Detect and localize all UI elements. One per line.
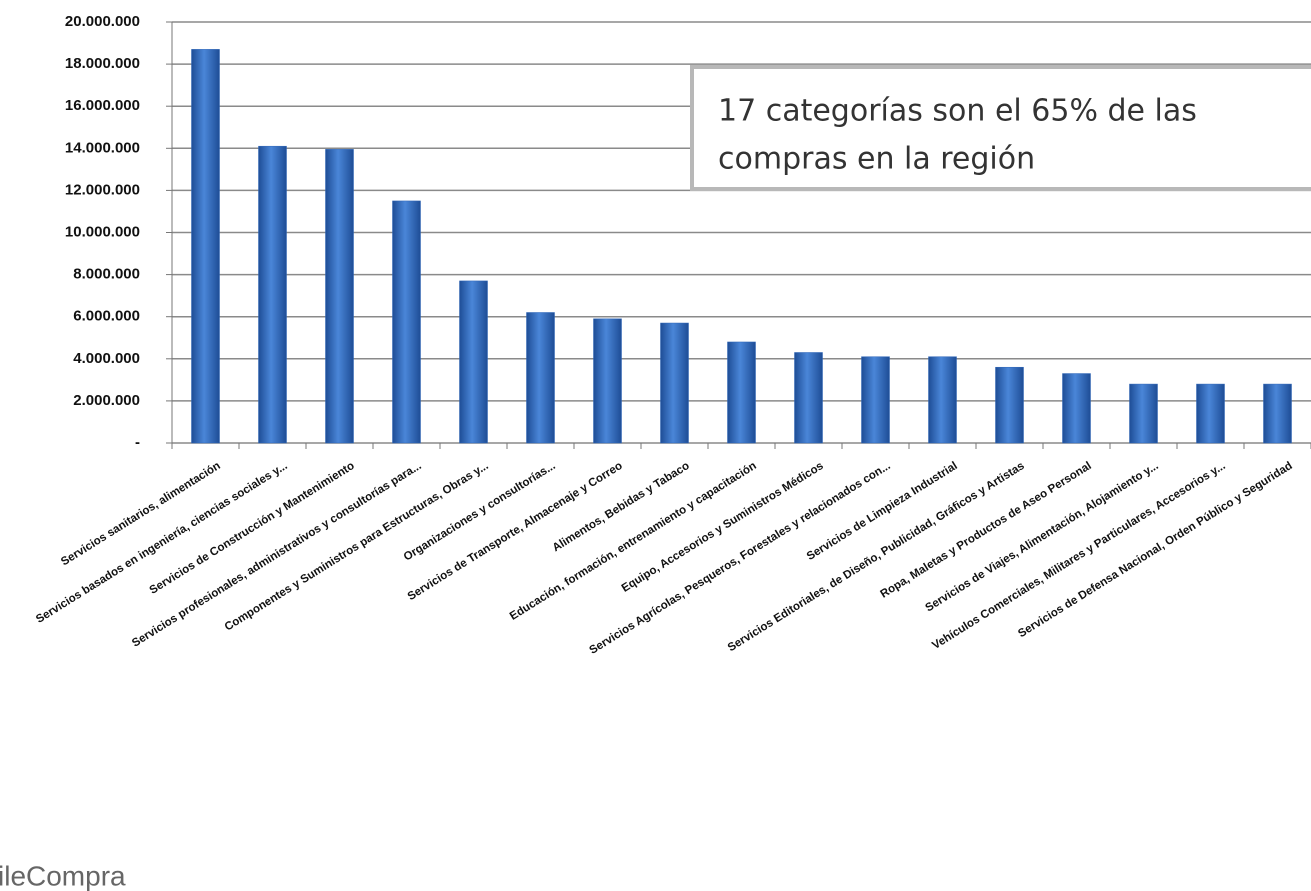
annotation-line: 17 categorías son el 65% de las xyxy=(718,94,1197,129)
y-tick-label: 2.000.000 xyxy=(73,392,140,409)
x-tick-label: Servicios de Viajes, Alimentación, Aloja… xyxy=(923,460,1160,614)
y-tick-label: 14.000.000 xyxy=(65,139,140,156)
bars xyxy=(191,49,1292,444)
bar xyxy=(1129,383,1158,444)
bar xyxy=(995,366,1024,444)
logo: ileCompra xyxy=(0,860,126,891)
bar xyxy=(727,341,756,444)
bar xyxy=(1062,373,1091,444)
bar xyxy=(593,318,622,444)
bar xyxy=(392,200,421,444)
y-tick-label: 4.000.000 xyxy=(73,350,140,367)
x-tick-label: Alimentos, Bebidas y Tabaco xyxy=(551,460,692,554)
y-tick-label: 10.000.000 xyxy=(65,223,140,240)
y-tick-label: 6.000.000 xyxy=(73,308,140,325)
y-tick-label: 20.000.000 xyxy=(65,13,140,30)
annotation-box xyxy=(690,65,1311,191)
y-tick-label: - xyxy=(135,434,140,451)
y-tick-label: 16.000.000 xyxy=(65,97,140,114)
x-tick-label: Educación, formación, entrenamiento y ca… xyxy=(508,460,759,623)
y-tick-label: 8.000.000 xyxy=(73,266,140,283)
y-tick-label: 18.000.000 xyxy=(65,55,140,72)
y-tick-label: 12.000.000 xyxy=(65,181,140,198)
bar xyxy=(191,49,220,444)
bar xyxy=(526,312,555,444)
bar xyxy=(325,149,354,444)
bar xyxy=(794,352,823,444)
bar xyxy=(258,145,287,444)
annotation-line: compras en la región xyxy=(718,142,1035,177)
bar xyxy=(660,322,689,444)
bar xyxy=(928,356,957,444)
x-tick-label: Servicios basados en ingeniería, ciencia… xyxy=(34,460,290,626)
bar xyxy=(1196,383,1225,444)
bar xyxy=(459,280,488,444)
bar xyxy=(861,356,890,444)
x-tick-label: Servicios Agrícolas, Pesqueros, Forestal… xyxy=(587,460,892,657)
bar xyxy=(1263,383,1292,444)
